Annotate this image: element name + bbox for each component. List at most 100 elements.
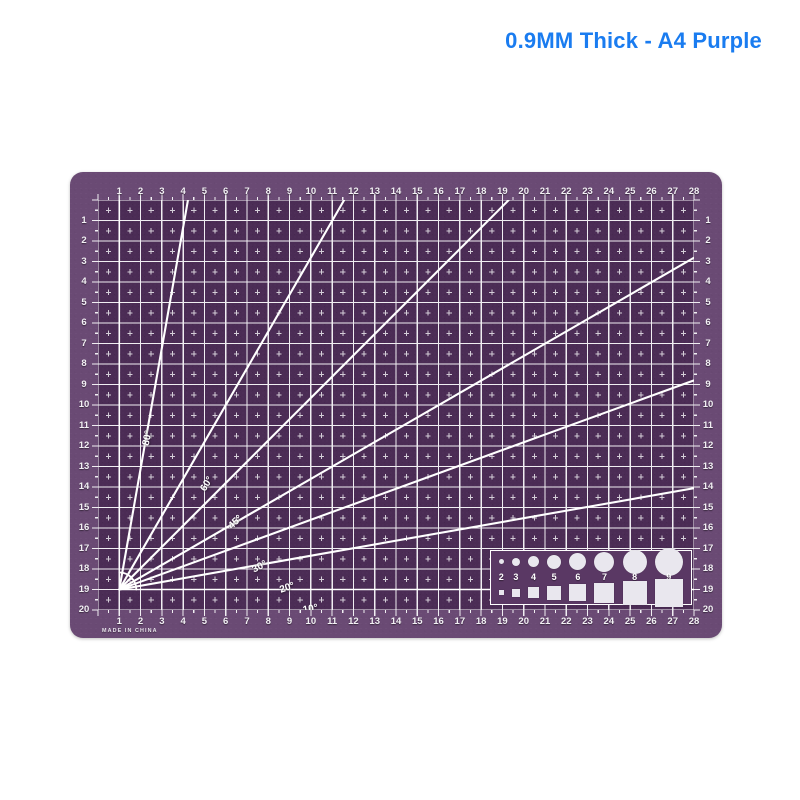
- ruler-number: 14: [702, 481, 714, 492]
- ruler-number: 14: [390, 186, 402, 197]
- shape-square: [511, 588, 520, 597]
- ruler-number: 12: [702, 440, 714, 451]
- ruler-number: 15: [702, 501, 714, 513]
- ruler-number: 10: [305, 616, 317, 627]
- shape-circle: [622, 549, 647, 574]
- angle-ray-60: [118, 200, 346, 591]
- shape-size-number: 3: [513, 571, 519, 582]
- ruler-number: 12: [348, 186, 359, 197]
- ruler-number: 12: [78, 440, 90, 451]
- ruler-number: 26: [646, 186, 657, 197]
- ruler-number: 2: [137, 616, 144, 627]
- ruler-number: 1: [116, 616, 122, 627]
- ruler-number: 11: [327, 186, 338, 197]
- ruler-number: 6: [223, 186, 229, 197]
- ruler-number: 4: [81, 276, 87, 287]
- ruler-number: 24: [603, 616, 615, 627]
- ruler-number: 16: [433, 616, 444, 627]
- ruler-number: 16: [78, 522, 90, 533]
- angle-label-10: 10°: [302, 602, 319, 610]
- ruler-number: 6: [81, 317, 87, 328]
- ruler-number: 16: [702, 522, 714, 533]
- ruler-number: 17: [454, 186, 466, 197]
- shape-size-number: 4: [531, 571, 537, 582]
- shape-size-number: 2: [498, 571, 504, 582]
- shape-size-column: 3: [511, 551, 520, 604]
- ruler-number: 1: [705, 214, 711, 226]
- shape-size-column: 6: [569, 551, 587, 604]
- ruler-number: 20: [702, 604, 714, 615]
- ruler-number: 4: [180, 186, 186, 197]
- ruler-number: 22: [560, 186, 572, 197]
- ruler-number: 15: [411, 616, 423, 627]
- ruler-number: 13: [78, 460, 90, 472]
- ruler-number: 17: [78, 542, 90, 554]
- ruler-number: 18: [78, 563, 90, 574]
- ruler-number: 2: [705, 235, 711, 246]
- shape-size-number: 5: [551, 571, 557, 582]
- ruler-number: 8: [705, 358, 711, 369]
- ruler-number: 14: [78, 481, 90, 492]
- ruler-number: 21: [539, 186, 551, 197]
- shape-size-column: 2: [498, 551, 504, 604]
- ruler-number: 20: [518, 186, 529, 197]
- shape-square: [622, 580, 647, 605]
- angle-ray-20: [118, 379, 694, 591]
- ruler-number: 3: [159, 616, 165, 627]
- ruler-number: 6: [705, 317, 711, 328]
- angle-ray-30: [118, 256, 694, 591]
- ruler-number: 18: [475, 616, 487, 627]
- shape-size-column: 4: [528, 551, 540, 604]
- ruler-number: 8: [81, 358, 87, 369]
- ruler-number: 7: [81, 337, 87, 349]
- ruler-number: 3: [159, 186, 165, 197]
- shape-size-number: 8: [632, 571, 638, 582]
- ruler-number: 27: [667, 186, 678, 197]
- shape-square: [594, 582, 615, 603]
- ruler-number: 16: [433, 186, 444, 197]
- ruler-number: 28: [688, 616, 700, 627]
- ruler-number: 23: [582, 616, 593, 627]
- ruler-number: 22: [560, 616, 572, 627]
- shape-square: [569, 584, 587, 602]
- ruler-number: 20: [518, 616, 529, 627]
- shape-circle: [547, 554, 562, 569]
- ruler-number: 1: [116, 186, 122, 197]
- ruler-number: 15: [78, 501, 90, 513]
- ruler-number: 11: [78, 419, 90, 431]
- ruler-number: 25: [624, 616, 636, 627]
- shape-size-column: 7: [594, 551, 615, 604]
- ruler-number: 19: [497, 186, 508, 197]
- ruler-number: 10: [78, 399, 90, 410]
- ruler-number: 19: [702, 583, 714, 595]
- shape-size-number: 9: [666, 571, 672, 582]
- ruler-number: 5: [201, 616, 208, 627]
- ruler-number: 18: [702, 563, 714, 574]
- ruler-number: 5: [705, 296, 711, 308]
- ruler-number: 18: [475, 186, 487, 197]
- ruler-number: 10: [305, 186, 317, 197]
- shape-circle: [594, 551, 615, 572]
- ruler-number: 4: [705, 276, 711, 287]
- ruler-number: 19: [78, 583, 90, 595]
- ruler-number: 7: [705, 337, 711, 349]
- shape-size-column: 8: [622, 549, 647, 605]
- ruler-number: 9: [286, 616, 293, 627]
- ruler-number: 13: [369, 616, 380, 627]
- ruler-number: 19: [497, 616, 508, 627]
- shape-size-column: 5: [547, 551, 562, 604]
- made-in-china-label: MADE IN CHINA: [102, 628, 158, 634]
- ruler-number: 6: [223, 616, 229, 627]
- ruler-number: 25: [624, 186, 636, 197]
- ruler-number: 20: [78, 604, 90, 615]
- ruler-number: 26: [646, 616, 657, 627]
- ruler-number: 11: [702, 419, 714, 431]
- ruler-number: 11: [327, 616, 338, 627]
- ruler-number: 13: [369, 186, 380, 197]
- grid-lines: [98, 200, 694, 610]
- ruler-number: 10: [702, 399, 714, 410]
